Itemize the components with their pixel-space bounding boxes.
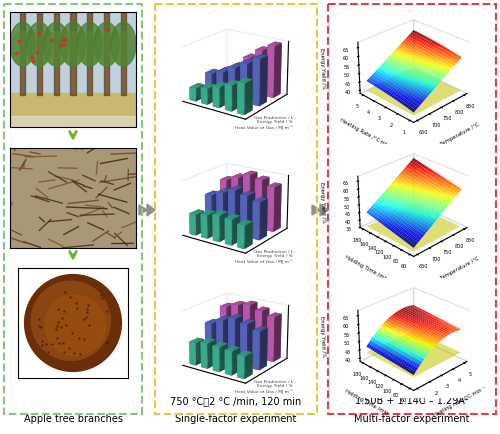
Bar (88, 12, 92, 95)
Ellipse shape (62, 32, 84, 66)
Y-axis label: Heating Rate /°C·min⁻¹: Heating Rate /°C·min⁻¹ (339, 118, 394, 151)
Ellipse shape (60, 22, 86, 66)
Ellipse shape (24, 275, 122, 372)
Polygon shape (147, 204, 155, 216)
Ellipse shape (94, 22, 119, 66)
Text: Gas Production / L
Energy Yield / %
Heat Value of Gas / MJ·m⁻³: Gas Production / L Energy Yield / % Heat… (236, 250, 293, 263)
Ellipse shape (111, 22, 136, 66)
Bar (121, 12, 126, 95)
Bar (328, 4, 496, 414)
Ellipse shape (10, 22, 35, 66)
Text: Gas Production / L
Energy Yield / %
Heat Value of Gas / MJ·m⁻³: Gas Production / L Energy Yield / % Heat… (236, 116, 293, 130)
Bar (10, 115, 136, 127)
Ellipse shape (28, 32, 50, 66)
Text: Regression model：
Y = 57.12 + 3.08A –
1.50B + 1.14C – 1.29A²: Regression model： Y = 57.12 + 3.08A – 1.… (355, 368, 469, 406)
Ellipse shape (27, 22, 52, 66)
Ellipse shape (78, 32, 101, 66)
Bar (70, 12, 76, 95)
Ellipse shape (77, 22, 102, 66)
Text: Gas Production / L
Energy Yield / %
Heat Value of Gas / MJ·m⁻³: Gas Production / L Energy Yield / % Heat… (236, 380, 293, 394)
Ellipse shape (44, 22, 69, 66)
Polygon shape (320, 204, 328, 216)
Text: Single-factor experiment: Single-factor experiment (176, 414, 296, 424)
Bar (10, 92, 136, 127)
Bar (37, 12, 42, 95)
X-axis label: Temperature /°C: Temperature /°C (440, 256, 480, 281)
Bar (4, 4, 142, 414)
Ellipse shape (31, 281, 110, 360)
Text: Optimal conditions：
750 °C，2 °C /min, 120 min: Optimal conditions： 750 °C，2 °C /min, 12… (170, 382, 302, 406)
Ellipse shape (12, 32, 34, 66)
Text: Multi-factor experiment: Multi-factor experiment (354, 414, 470, 424)
Ellipse shape (45, 295, 106, 355)
Ellipse shape (96, 32, 118, 66)
Bar (20, 12, 25, 95)
Bar (155, 4, 317, 414)
Y-axis label: Holding Time /min: Holding Time /min (344, 388, 390, 416)
X-axis label: Temperature /°C: Temperature /°C (440, 122, 480, 147)
Bar (54, 12, 59, 95)
Polygon shape (139, 205, 147, 215)
Ellipse shape (45, 32, 68, 66)
Bar (104, 12, 109, 95)
Ellipse shape (112, 32, 134, 66)
Y-axis label: Holding Time /min: Holding Time /min (344, 254, 390, 282)
X-axis label: Heating rate /°C·min⁻¹: Heating rate /°C·min⁻¹ (433, 386, 488, 418)
Polygon shape (312, 205, 320, 215)
Text: Apple tree branches: Apple tree branches (24, 414, 122, 424)
